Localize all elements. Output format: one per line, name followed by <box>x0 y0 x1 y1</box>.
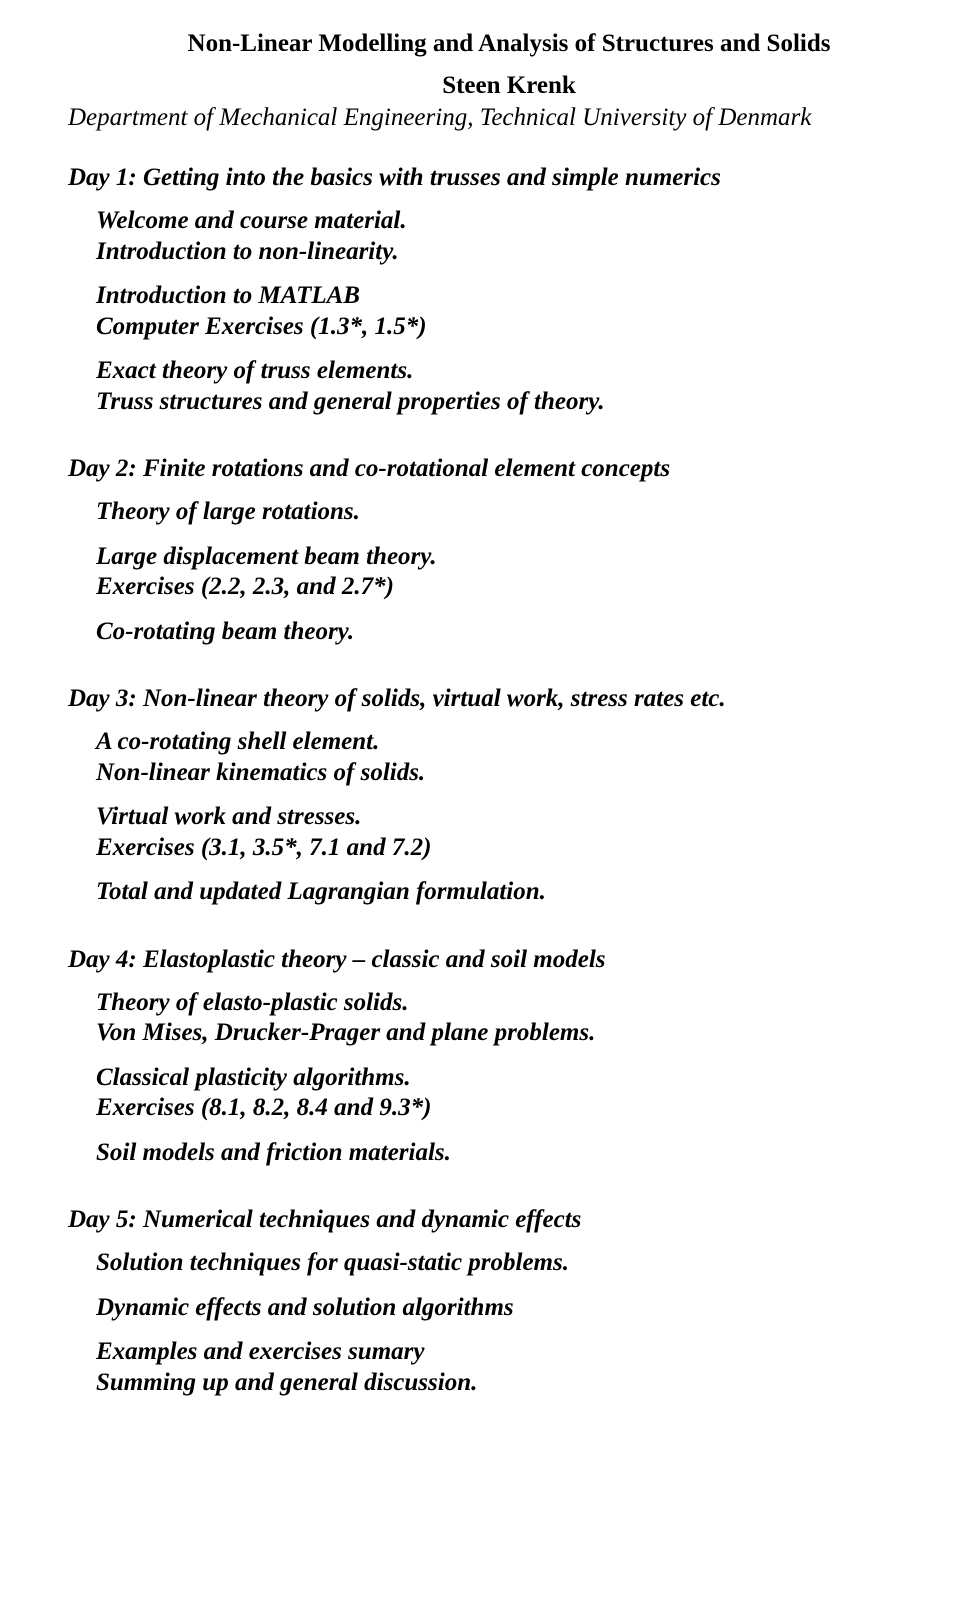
day-content: Theory of large rotations. Large displac… <box>96 497 950 647</box>
content-line: Theory of elasto-plastic solids. <box>96 988 950 1019</box>
content-block: Theory of elasto-plastic solids. Von Mis… <box>96 988 950 1049</box>
affiliation: Department of Mechanical Engineering, Te… <box>68 104 950 132</box>
day-heading: Day 3: Non-linear theory of solids, virt… <box>68 685 950 713</box>
day-heading: Day 5: Numerical techniques and dynamic … <box>68 1206 950 1234</box>
day-heading: Day 1: Getting into the basics with trus… <box>68 164 950 192</box>
content-line: Introduction to MATLAB <box>96 281 950 312</box>
content-line: Soil models and friction materials. <box>96 1138 950 1169</box>
content-block: Exact theory of truss elements. Truss st… <box>96 356 950 417</box>
author: Steen Krenk <box>68 72 950 100</box>
content-block: Large displacement beam theory. Exercise… <box>96 542 950 603</box>
content-line: Dynamic effects and solution algorithms <box>96 1293 950 1324</box>
content-line: Non-linear kinematics of solids. <box>96 758 950 789</box>
content-block: Solution techniques for quasi-static pro… <box>96 1248 950 1279</box>
content-block: Examples and exercises sumary Summing up… <box>96 1337 950 1398</box>
content-line: Summing up and general discussion. <box>96 1368 950 1399</box>
content-line: Exact theory of truss elements. <box>96 356 950 387</box>
content-line: Large displacement beam theory. <box>96 542 950 573</box>
content-block: Dynamic effects and solution algorithms <box>96 1293 950 1324</box>
day-heading: Day 2: Finite rotations and co-rotationa… <box>68 455 950 483</box>
content-block: Classical plasticity algorithms. Exercis… <box>96 1063 950 1124</box>
content-line: A co-rotating shell element. <box>96 727 950 758</box>
content-line: Exercises (2.2, 2.3, and 2.7*) <box>96 572 950 603</box>
content-line: Total and updated Lagrangian formulation… <box>96 877 950 908</box>
content-line: Theory of large rotations. <box>96 497 950 528</box>
content-line: Examples and exercises sumary <box>96 1337 950 1368</box>
document-title: Non-Linear Modelling and Analysis of Str… <box>68 30 950 58</box>
content-line: Truss structures and general properties … <box>96 387 950 418</box>
content-line: Exercises (3.1, 3.5*, 7.1 and 7.2) <box>96 833 950 864</box>
content-block: Co-rotating beam theory. <box>96 617 950 648</box>
content-line: Exercises (8.1, 8.2, 8.4 and 9.3*) <box>96 1093 950 1124</box>
content-block: Introduction to MATLAB Computer Exercise… <box>96 281 950 342</box>
content-line: Virtual work and stresses. <box>96 802 950 833</box>
content-block: Soil models and friction materials. <box>96 1138 950 1169</box>
content-line: Classical plasticity algorithms. <box>96 1063 950 1094</box>
day-content: Solution techniques for quasi-static pro… <box>96 1248 950 1398</box>
day-content: Welcome and course material. Introductio… <box>96 206 950 417</box>
content-block: Virtual work and stresses. Exercises (3.… <box>96 802 950 863</box>
content-line: Computer Exercises (1.3*, 1.5*) <box>96 312 950 343</box>
content-line: Von Mises, Drucker-Prager and plane prob… <box>96 1018 950 1049</box>
content-line: Introduction to non-linearity. <box>96 237 950 268</box>
content-line: Welcome and course material. <box>96 206 950 237</box>
content-block: A co-rotating shell element. Non-linear … <box>96 727 950 788</box>
day-content: Theory of elasto-plastic solids. Von Mis… <box>96 988 950 1169</box>
content-block: Theory of large rotations. <box>96 497 950 528</box>
content-line: Solution techniques for quasi-static pro… <box>96 1248 950 1279</box>
page: Non-Linear Modelling and Analysis of Str… <box>0 0 960 1438</box>
content-line: Co-rotating beam theory. <box>96 617 950 648</box>
content-block: Total and updated Lagrangian formulation… <box>96 877 950 908</box>
day-heading: Day 4: Elastoplastic theory – classic an… <box>68 946 950 974</box>
day-content: A co-rotating shell element. Non-linear … <box>96 727 950 908</box>
content-block: Welcome and course material. Introductio… <box>96 206 950 267</box>
